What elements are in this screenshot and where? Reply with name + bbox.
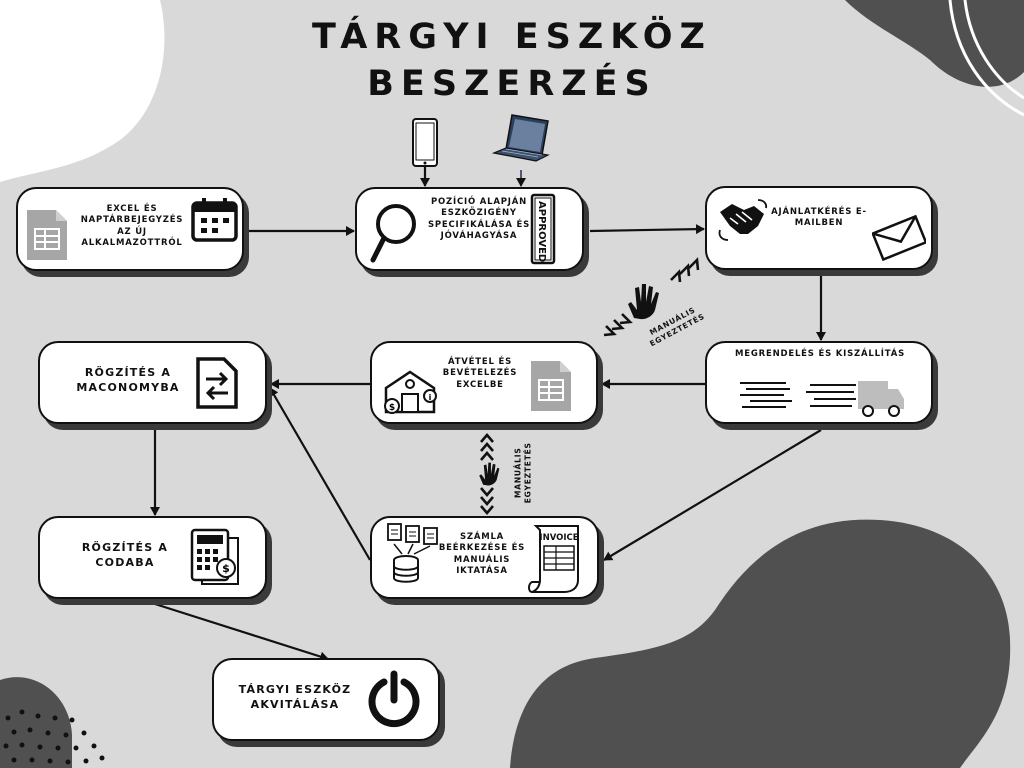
phone-icon <box>412 118 438 167</box>
power-icon <box>368 670 420 728</box>
diagram-title: TÁRGYI ESZKÖZ BESZERZÉS <box>312 17 712 104</box>
node-receipt-label: ÁTVÉTEL ÉS BEVÉTELEZÉS EXCELBE <box>442 357 518 390</box>
node-invoice-label: SZÁMLA BEÉRKEZÉSE ÉS MANUÁLIS IKTATÁSA <box>438 532 526 577</box>
node-order-label: MEGRENDELÉS ÉS KISZÁLLÍTÁS <box>734 349 905 359</box>
documents-database-icon <box>387 523 438 583</box>
calendar-icon <box>191 198 238 242</box>
white-arc-2 <box>963 0 1024 100</box>
dark-blob-bottom-left <box>0 677 72 768</box>
white-blob-top-left <box>0 0 165 182</box>
invoice-icon: INVOICE <box>528 525 579 593</box>
envelope-icon <box>872 214 926 262</box>
sheet-icon <box>531 361 571 411</box>
svg-text:$: $ <box>222 562 230 575</box>
dots-pattern <box>3 709 105 765</box>
swap-document-icon <box>196 357 238 409</box>
node-activation[interactable] <box>212 658 440 741</box>
warehouse-icon: $ i <box>384 370 437 414</box>
node-offer-label: AJÁNLATKÉRÉS E-MAILBEN <box>771 207 867 229</box>
handshake-icon <box>718 199 768 241</box>
invoice-doc-text: INVOICE <box>539 533 578 543</box>
laptop-icon <box>492 114 550 162</box>
svg-text:$: $ <box>389 403 395 413</box>
node-specification-label: POZÍCIÓ ALAPJÁN ESZKÖZIGÉNY SPECIFIKÁLÁS… <box>427 197 531 242</box>
hand-icon <box>479 462 500 486</box>
node-activation-label: TÁRGYI ESZKÖZ AKVITÁLÁSA <box>238 683 352 711</box>
white-arc-1 <box>948 0 1024 117</box>
dark-blob-bottom-right <box>510 519 1011 768</box>
node-coda-label: RÖGZÍTÉS A CODABA <box>81 541 169 569</box>
node-maconomy-label: RÖGZÍTÉS A MACONOMYBA <box>76 366 180 394</box>
calculator-icon: $ <box>190 528 239 585</box>
sync-mid-label: MANUÁLIS EGYEZTETÉS <box>513 442 532 504</box>
hand-icon <box>628 284 659 320</box>
magnifier-icon <box>370 204 416 263</box>
approved-stamp-icon: APPROVED <box>530 193 556 265</box>
svg-text:i: i <box>429 393 432 402</box>
stamp-text: APPROVED <box>536 201 547 262</box>
dark-blob-top-right <box>845 0 1024 87</box>
node-excel-label: EXCEL ÉS NAPTÁRBEJEGYZÉS AZ ÚJ ALKALMAZO… <box>80 204 184 249</box>
sheet-icon <box>27 210 67 260</box>
truck-icon <box>740 381 904 417</box>
